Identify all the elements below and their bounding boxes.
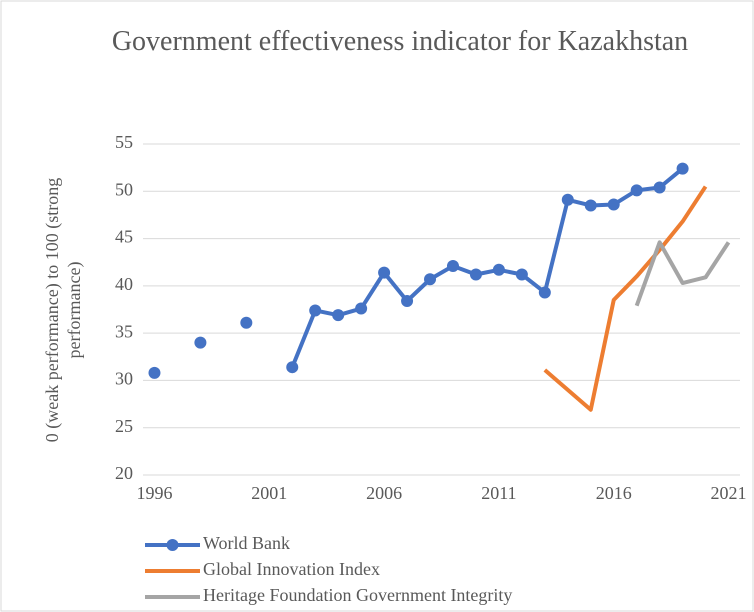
x-tick-label: 2001: [251, 483, 287, 503]
x-tick-label: 1996: [136, 483, 172, 503]
data-point: [332, 309, 345, 322]
x-tick-label: 2006: [366, 483, 402, 503]
y-tick-label: 55: [115, 132, 133, 152]
legend-label: World Bank: [203, 533, 290, 553]
data-point: [148, 366, 161, 379]
series-line: [543, 185, 708, 412]
x-tick-label: 2016: [596, 483, 632, 503]
y-tick-label: 30: [115, 369, 133, 389]
data-point: [240, 316, 253, 329]
data-point: [515, 268, 528, 281]
series-line: [634, 240, 731, 307]
data-point: [424, 273, 437, 286]
y-axis-label: 0 (weak performance) to 100 (strong perf…: [42, 177, 84, 443]
y-tick-label: 40: [115, 274, 133, 294]
x-tick-label: 2021: [711, 483, 747, 503]
data-point: [561, 193, 574, 206]
data-point: [194, 336, 207, 349]
data-point: [286, 361, 299, 374]
x-tick-label: 2011: [481, 483, 516, 503]
y-tick-label: 20: [115, 463, 133, 483]
data-point: [653, 181, 666, 194]
y-tick-label: 50: [115, 179, 133, 199]
y-tick-label: 35: [115, 321, 133, 341]
y-tick-label: 45: [115, 227, 133, 247]
legend-marker: [166, 539, 179, 551]
data-point: [401, 294, 414, 307]
data-point: [607, 198, 620, 211]
legend-label: Global Innovation Index: [203, 559, 380, 579]
data-point: [630, 184, 643, 197]
data-point: [676, 162, 689, 175]
legend-label: Heritage Foundation Government Integrity: [203, 585, 512, 605]
data-point: [309, 304, 322, 317]
data-point: [355, 302, 368, 315]
y-tick-label: 25: [115, 416, 133, 436]
data-point: [469, 268, 482, 281]
data-point: [378, 266, 391, 279]
data-point: [492, 263, 505, 276]
chart-title: Government effectiveness indicator for K…: [111, 26, 689, 57]
data-point: [584, 199, 597, 212]
data-point: [538, 286, 551, 299]
data-point: [446, 259, 459, 272]
